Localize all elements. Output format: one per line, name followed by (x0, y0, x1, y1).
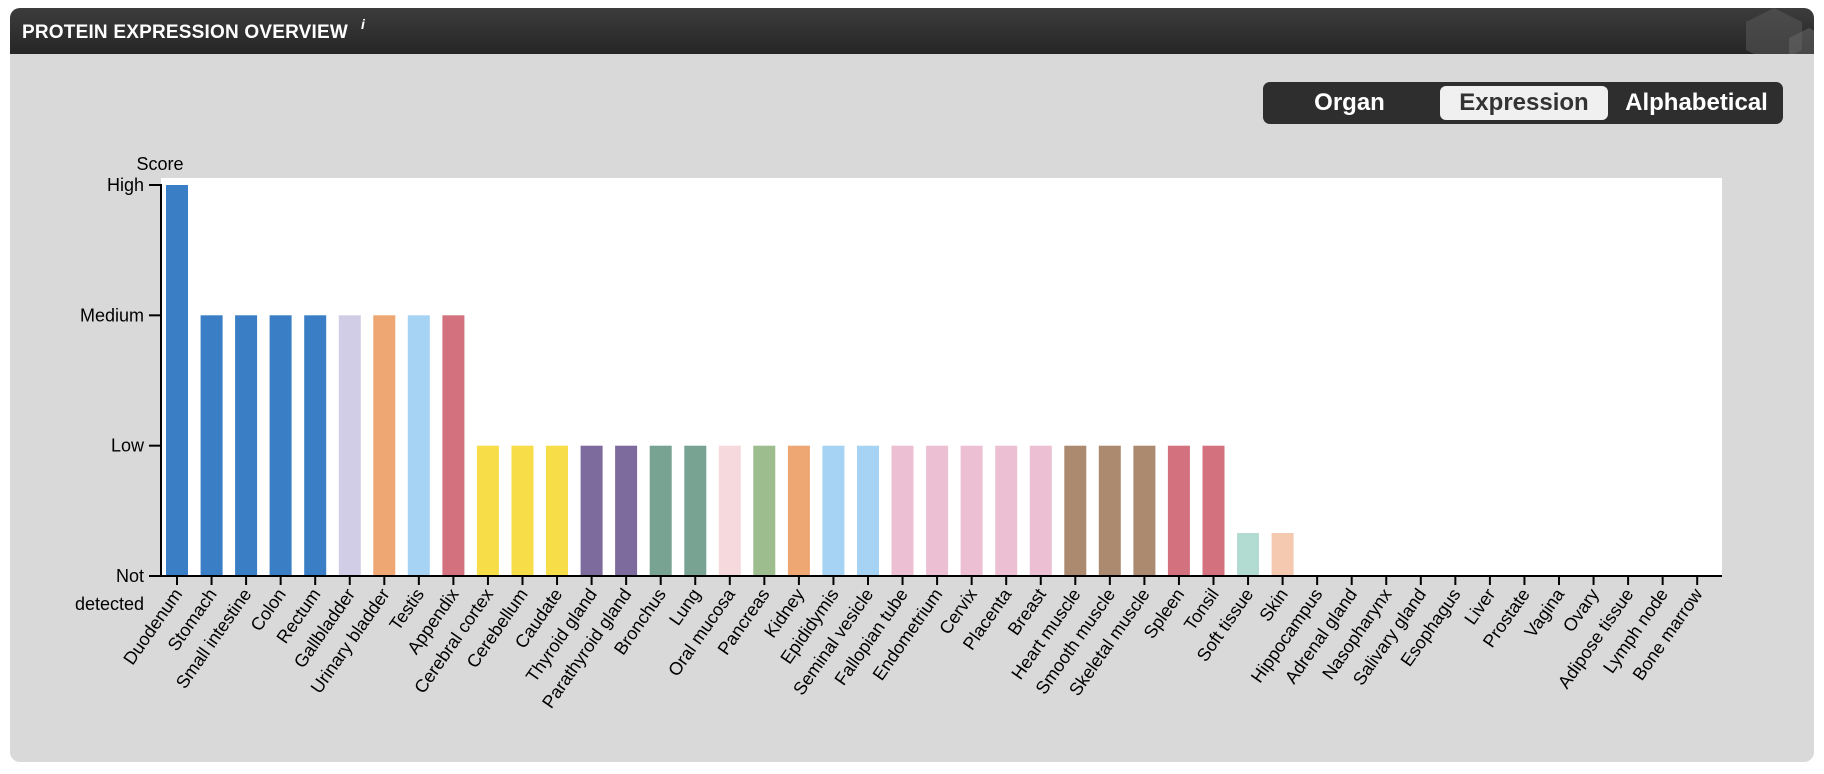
bar-18 (787, 445, 810, 576)
bar-23 (960, 445, 983, 576)
bar-2 (235, 315, 258, 576)
bar-14 (649, 445, 672, 576)
bar-11 (546, 445, 568, 576)
bar-16 (718, 445, 741, 576)
bar-13 (615, 445, 638, 576)
sort-option-alphabetical[interactable]: Alphabetical (1625, 89, 1768, 116)
panel-title: PROTEIN EXPRESSION OVERVIEW (22, 22, 349, 43)
bar-17 (753, 445, 776, 576)
bar-30 (1202, 445, 1225, 576)
bar-20 (857, 445, 879, 576)
bar-24 (995, 445, 1018, 576)
y-tick-label-3-line-1: Not (116, 566, 144, 586)
sort-toggle: Organ Expression Alphabetical (1263, 82, 1783, 124)
bar-5 (338, 315, 361, 576)
bar-3 (269, 315, 292, 576)
bar-27 (1098, 445, 1121, 576)
bar-7 (407, 315, 430, 576)
bar-15 (684, 445, 707, 576)
bar-10 (511, 445, 534, 576)
bar-0 (166, 185, 188, 576)
panel-header: PROTEIN EXPRESSION OVERVIEW i (10, 8, 1814, 54)
protein-expression-panel: PROTEIN EXPRESSION OVERVIEW i Organ Expr… (10, 8, 1814, 762)
bar-31 (1237, 533, 1259, 576)
y-tick-label-0: High (107, 175, 144, 195)
bar-6 (373, 315, 396, 576)
bar-9 (476, 445, 499, 576)
hexagon-logo-icon (1734, 8, 1814, 54)
bar-28 (1133, 445, 1156, 576)
bar-1 (200, 315, 223, 576)
sort-option-organ[interactable]: Organ (1314, 89, 1385, 116)
expression-bar-chart: HighMediumLowNotdetectedScoreDuodenumSto… (75, 154, 1722, 712)
bar-29 (1167, 445, 1190, 576)
bar-22 (926, 445, 949, 576)
bar-4 (304, 315, 327, 576)
info-icon[interactable]: i (361, 16, 365, 32)
y-tick-label-1: Medium (80, 305, 144, 325)
bar-26 (1064, 445, 1087, 576)
bar-19 (822, 445, 845, 576)
y-tick-label-2: Low (111, 436, 145, 456)
bar-8 (442, 315, 465, 576)
bar-25 (1029, 445, 1052, 576)
y-axis-title: Score (136, 154, 183, 174)
bar-32 (1271, 533, 1294, 576)
bar-12 (580, 445, 603, 576)
bar-21 (891, 445, 914, 576)
y-tick-label-3-line-2: detected (75, 594, 144, 614)
sort-option-expression[interactable]: Expression (1440, 86, 1608, 120)
